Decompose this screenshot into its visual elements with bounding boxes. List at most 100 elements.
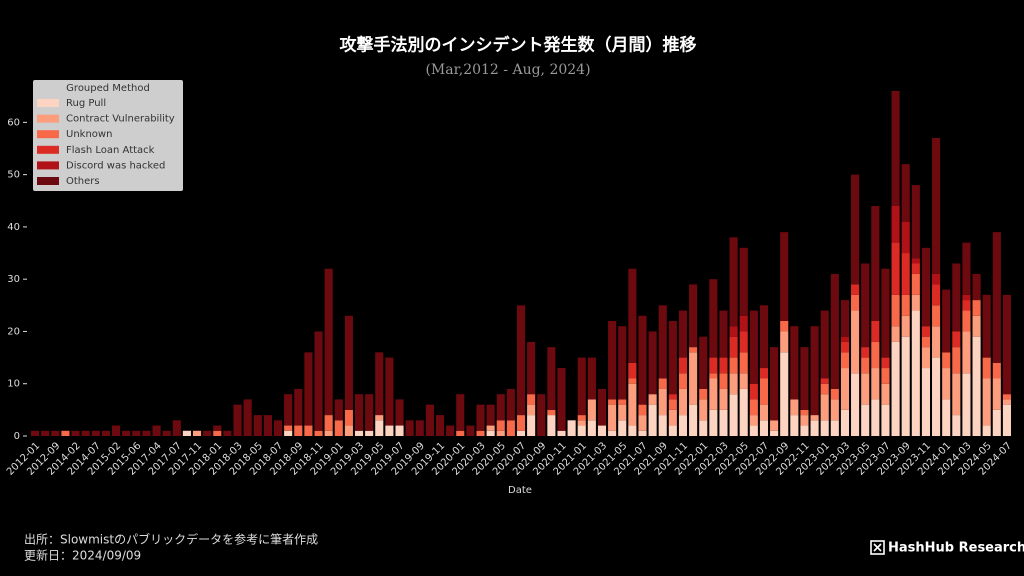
bar-segment — [901, 315, 910, 337]
bar-segment — [375, 415, 384, 421]
bar-segment — [911, 185, 920, 259]
bar-segment — [972, 300, 981, 316]
bar-segment — [749, 425, 758, 436]
bar-segment — [344, 425, 353, 436]
bar-segment — [729, 336, 738, 358]
bar-segment — [618, 399, 627, 405]
bar-segment — [658, 378, 667, 389]
bar-segment — [506, 420, 515, 436]
bar-segment — [527, 404, 536, 416]
bar-segment — [344, 315, 353, 410]
bar-segment — [840, 409, 850, 436]
bar-segment — [678, 373, 688, 389]
bar-segment — [901, 294, 910, 316]
bar-segment — [820, 394, 829, 421]
bar-segment — [810, 415, 819, 421]
bar-segment — [719, 373, 728, 389]
bar-segment — [739, 388, 748, 436]
bar-segment — [577, 357, 586, 416]
bar-segment — [780, 232, 789, 321]
bar-segment — [932, 284, 941, 306]
bar-segment — [638, 415, 647, 431]
bar-segment — [668, 409, 677, 426]
bar-segment — [648, 404, 657, 436]
bar-segment — [871, 341, 880, 369]
bar-segment — [192, 430, 202, 436]
bar-segment — [466, 425, 475, 436]
bar-segment — [972, 315, 981, 337]
bar-segment — [871, 368, 880, 400]
bar-segment — [729, 237, 738, 327]
bar-segment — [618, 326, 627, 400]
y-tick-label: 0 — [14, 431, 20, 442]
bar-segment — [1002, 294, 1011, 395]
bar-segment — [284, 430, 293, 436]
bar-segment — [992, 409, 1001, 436]
bar-segment — [972, 336, 981, 436]
bar-segment — [537, 394, 546, 436]
bar-segment — [840, 300, 850, 337]
bar-segment — [699, 420, 708, 436]
bar-segment — [861, 357, 870, 374]
bar-segment — [699, 336, 708, 389]
bar-segment — [334, 420, 343, 436]
bar-segment — [719, 310, 728, 358]
bar-segment — [709, 279, 718, 358]
bar-segment — [921, 247, 930, 327]
bar-segment — [51, 430, 60, 436]
bar-segment — [972, 273, 981, 301]
bar-segment — [770, 420, 779, 431]
bar-segment — [921, 326, 930, 337]
bar-segment — [911, 310, 920, 436]
logo-text: HashHub Research — [888, 541, 1024, 556]
bar-segment — [729, 357, 738, 374]
bar-segment — [739, 247, 748, 316]
bar-segment — [962, 294, 971, 301]
bar-segment — [294, 425, 303, 436]
bar-segment — [638, 430, 647, 436]
bar-segment — [709, 357, 718, 374]
bar-segment — [749, 383, 758, 400]
bar-segment — [911, 258, 920, 264]
bar-segment — [992, 378, 1001, 410]
bar-segment — [932, 326, 941, 358]
bar-segment — [203, 430, 212, 436]
bar-segment — [992, 232, 1001, 363]
bar-segment — [223, 430, 232, 436]
bar-segment — [759, 368, 769, 379]
bar-segment — [658, 415, 667, 436]
bar-segment — [921, 336, 930, 348]
bar-segment — [921, 368, 930, 436]
bar-segment — [284, 394, 293, 426]
bar-segment — [840, 341, 850, 353]
bar-segment — [446, 425, 455, 436]
legend: Grouped Method Rug Pull Contract Vulnerabi… — [33, 80, 183, 191]
bar-segment — [962, 373, 971, 436]
bar-segment — [527, 394, 536, 405]
bar-segment — [891, 341, 900, 436]
bar-segment — [851, 310, 860, 374]
legend-label: Contract Vulnerability — [66, 114, 175, 125]
bar-segment — [952, 347, 961, 374]
bar-segment — [284, 425, 293, 431]
bar-segment — [770, 347, 779, 421]
bar-segment — [304, 425, 313, 436]
bar-segment — [952, 263, 961, 332]
logo-icon — [870, 540, 885, 555]
bar-segment — [608, 430, 617, 436]
bar-segment — [749, 310, 758, 384]
bar-segment — [324, 268, 333, 416]
bar-segment — [739, 373, 748, 389]
bar-segment — [304, 352, 313, 426]
bar-segment — [932, 138, 941, 274]
bar-segment — [942, 289, 951, 353]
bar-segment — [932, 305, 941, 327]
legend-label: Others — [66, 176, 100, 187]
bar-segment — [597, 425, 607, 436]
bar-segment — [678, 415, 688, 436]
bar-segment — [648, 394, 657, 405]
bar-segment — [425, 404, 434, 436]
bar-segment — [324, 430, 333, 436]
bar-segment — [678, 357, 688, 374]
